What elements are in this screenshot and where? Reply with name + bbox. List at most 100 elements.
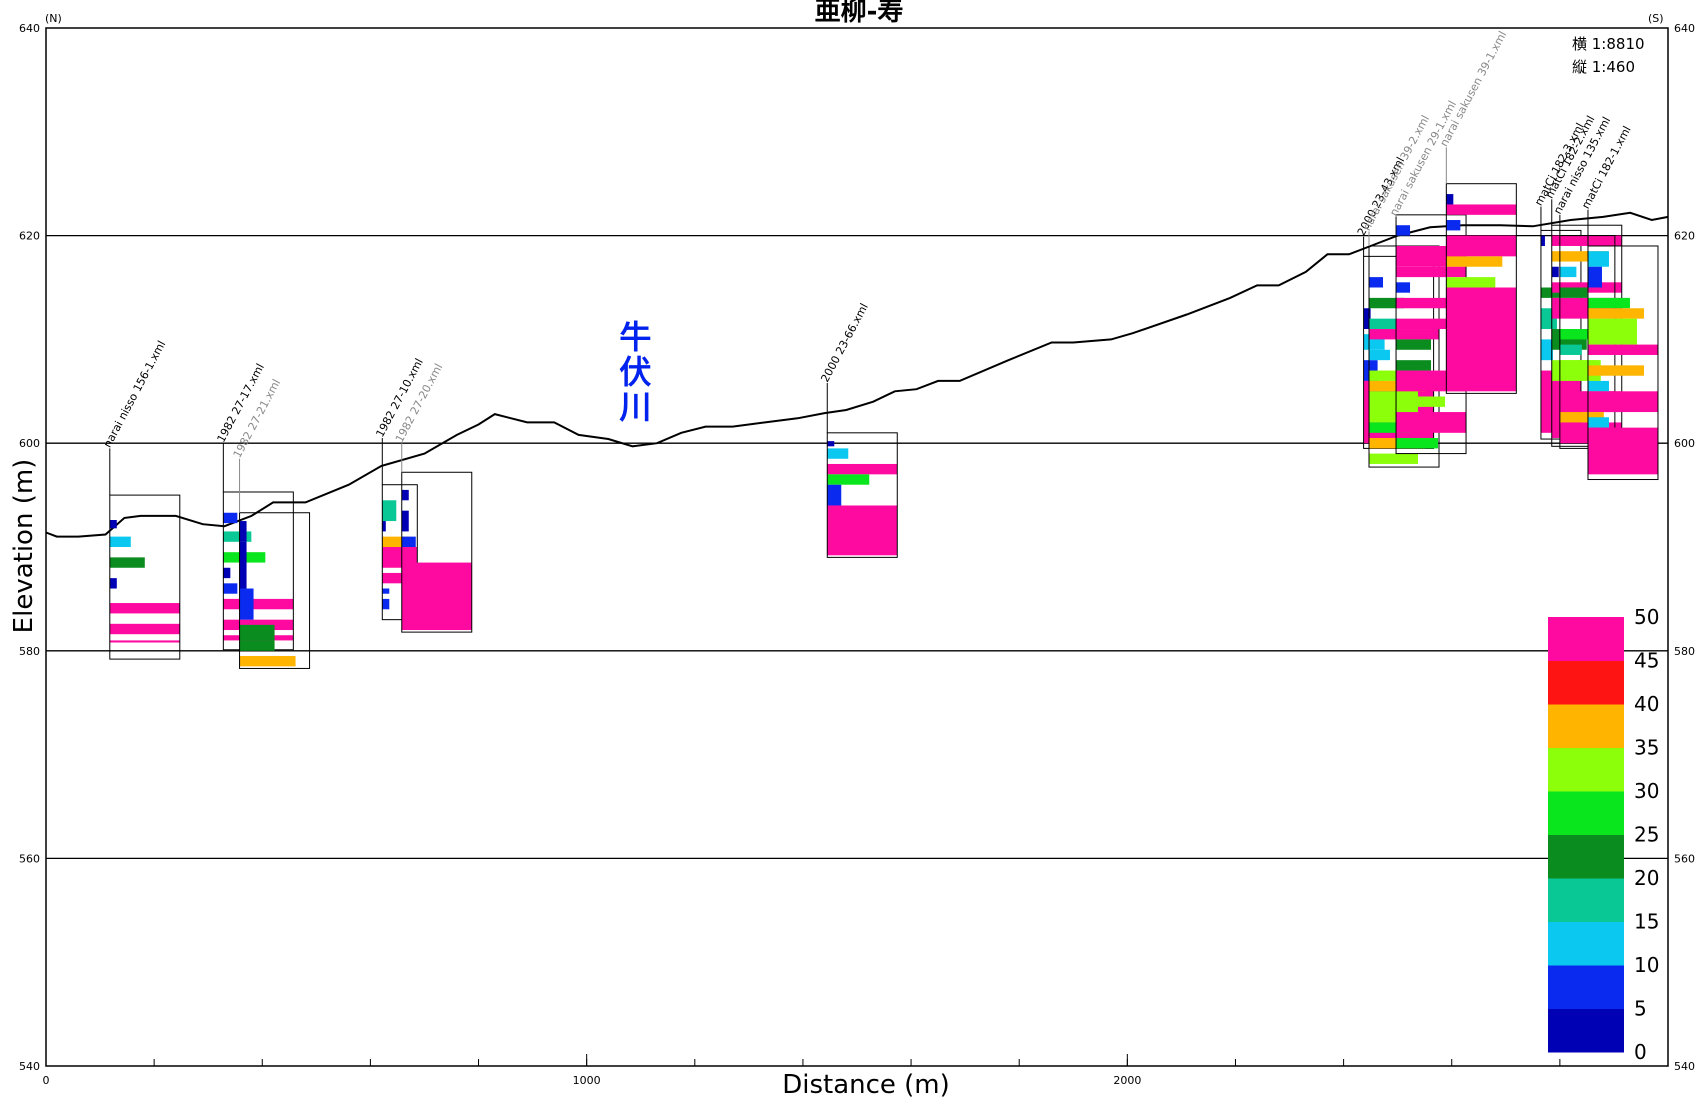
y-tick-label-right: 580: [1674, 645, 1695, 658]
borehole-layer: [239, 588, 254, 620]
borehole-layer: [109, 536, 131, 547]
borehole-layer: [1587, 297, 1630, 309]
borehole-frame: [1587, 245, 1659, 481]
colorbar-swatch: [1548, 791, 1624, 835]
river-label-char: 川: [619, 388, 651, 426]
borehole-layer: [1587, 365, 1644, 376]
borehole-layer: [109, 623, 180, 635]
borehole-layer: [827, 474, 870, 485]
borehole-layer: [1369, 453, 1419, 464]
borehole-layer: [827, 505, 898, 556]
borehole-layer: [1396, 282, 1411, 293]
borehole-layer: [223, 583, 238, 594]
y-tick-label-right: 560: [1674, 852, 1695, 865]
colorbar-swatch: [1548, 617, 1624, 661]
borehole-layer: [239, 624, 275, 641]
borehole-layer: [1551, 251, 1608, 262]
borehole-layer: [1551, 266, 1559, 278]
borehole-layer: [109, 578, 117, 589]
borehole-layer: [1446, 235, 1517, 257]
borehole-layer: [1587, 344, 1658, 355]
borehole-layer: [239, 521, 247, 542]
colorbar-swatch: [1548, 965, 1624, 1009]
borehole-layer: [1369, 349, 1391, 361]
borehole-layer: [382, 598, 390, 610]
borehole-layer: [1396, 438, 1439, 449]
x-tick-label: 0: [43, 1074, 50, 1087]
colorbar-tick-label: 20: [1634, 866, 1659, 890]
colorbar-tick-label: 40: [1634, 692, 1659, 716]
borehole-label: 2000 23-66.xml: [818, 301, 870, 384]
borehole-layer: [223, 598, 294, 610]
borehole-layer: [1587, 427, 1658, 475]
river-label-char: 牛: [619, 318, 651, 356]
y-tick-label: 620: [19, 230, 40, 243]
colorbar-swatch: [1548, 1008, 1624, 1053]
borehole-layer: [1587, 417, 1609, 428]
borehole-layer: [1587, 380, 1609, 392]
borehole-layer: [1396, 360, 1432, 371]
colorbar-tick-label: 0: [1634, 1040, 1647, 1064]
y-tick-label-right: 620: [1674, 230, 1695, 243]
borehole-label: narai nisso 156-1.xml: [101, 339, 168, 450]
borehole-layer: [1540, 235, 1545, 246]
colorbar-tick-label: 50: [1634, 605, 1659, 629]
boreholes: narai nisso 156-1.xml 1982 27-17.xml1982 …: [101, 29, 1659, 669]
borehole-layer: [1446, 256, 1503, 267]
borehole-layer: [1587, 251, 1609, 267]
colorbar-swatch: [1548, 704, 1624, 748]
borehole-layer: [382, 572, 418, 584]
colorbar-tick-label: 30: [1634, 779, 1659, 803]
borehole-layer: [401, 536, 416, 547]
borehole-layer: [1446, 287, 1517, 392]
borehole-layer: [1559, 412, 1604, 423]
borehole-layer: [109, 603, 180, 614]
ground-profile: [45, 211, 1669, 538]
borehole: 1982 27-17.xml: [215, 361, 294, 651]
borehole-layer: [1587, 308, 1644, 319]
river-label-char: 伏: [619, 353, 651, 391]
borehole-frame: [401, 471, 473, 633]
borehole-frame: [381, 484, 418, 621]
borehole-layer: [1446, 194, 1454, 205]
borehole-layer: [223, 567, 231, 579]
borehole-layer: [401, 489, 409, 501]
borehole-frame: [826, 432, 898, 558]
borehole-layer: [827, 448, 849, 459]
borehole-layer: [1446, 277, 1496, 288]
borehole-layer: [1587, 266, 1602, 288]
borehole-layer: [223, 531, 252, 542]
borehole-layer: [1446, 220, 1461, 231]
borehole: 2000 23-66.xml: [818, 301, 898, 558]
borehole-layer: [239, 541, 247, 589]
borehole-layer: [109, 640, 180, 643]
borehole-layer: [1559, 329, 1593, 340]
borehole-layer: [1551, 235, 1622, 246]
borehole-layer: [1559, 287, 1588, 298]
borehole-layer: [827, 441, 835, 447]
borehole-layer: [1559, 344, 1582, 355]
borehole-layer: [1369, 277, 1384, 288]
colorbar-tick-label: 15: [1634, 910, 1659, 934]
borehole-layer: [1559, 266, 1577, 278]
borehole-layer: [109, 520, 117, 529]
horizontal-scale: 横 1:8810: [1572, 35, 1645, 53]
y-axis-title: Elevation (m): [9, 459, 39, 634]
borehole-layer: [1587, 391, 1658, 413]
river-label: 牛伏川: [619, 318, 651, 426]
borehole: narai nisso 156-1.xml: [101, 339, 181, 660]
north-label: (N): [45, 12, 62, 25]
colorbar-tick-label: 5: [1634, 997, 1647, 1021]
borehole-layer: [382, 536, 411, 547]
colorbar-swatch: [1548, 660, 1624, 705]
borehole-layer: [1396, 396, 1446, 407]
borehole-layer: [1363, 308, 1371, 330]
colorbar-tick-label: 10: [1634, 953, 1659, 977]
borehole-layer: [1587, 318, 1637, 345]
vertical-scale: 縦 1:460: [1572, 58, 1635, 76]
borehole-layer: [109, 557, 145, 568]
borehole-layer: [1396, 266, 1467, 278]
y-tick-label-right: 640: [1674, 22, 1695, 35]
borehole-frame: [239, 512, 311, 669]
borehole-layer: [382, 521, 386, 532]
